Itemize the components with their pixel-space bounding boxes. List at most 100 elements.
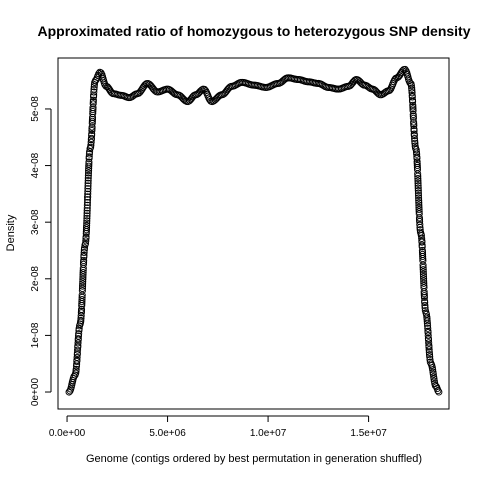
- data-point: [84, 171, 92, 179]
- data-point: [80, 256, 88, 264]
- data-point: [415, 206, 423, 214]
- data-point: [416, 223, 424, 231]
- y-tick-label: 3e-08: [30, 209, 41, 235]
- data-point: [85, 162, 93, 170]
- data-point: [75, 330, 83, 338]
- data-point: [79, 282, 87, 290]
- data-point: [419, 263, 427, 271]
- data-point: [409, 110, 417, 119]
- data-point: [73, 356, 81, 364]
- data-point: [83, 201, 91, 209]
- data-point: [78, 293, 86, 301]
- data-point: [425, 348, 433, 356]
- data-point: [424, 324, 432, 332]
- data-point: [81, 239, 90, 248]
- data-point: [415, 201, 423, 209]
- data-point: [412, 146, 420, 154]
- data-point: [87, 134, 95, 142]
- data-point: [89, 106, 97, 114]
- data-point: [409, 114, 417, 122]
- y-axis: 0e+00 1e-08 2e-08 3e-08 4e-08 5e-08: [30, 96, 52, 406]
- data-point: [80, 251, 88, 259]
- data-point: [418, 238, 426, 246]
- x-tick-label: 0.0e+00: [49, 428, 86, 439]
- data-point: [85, 150, 93, 158]
- data-point: [83, 217, 91, 225]
- data-point: [83, 198, 92, 207]
- y-tick-label: 1e-08: [30, 322, 41, 348]
- data-point: [421, 299, 429, 307]
- x-tick-label: 1.0e+07: [250, 428, 287, 439]
- data-point: [410, 122, 418, 130]
- data-point: [77, 316, 85, 325]
- data-point: [414, 182, 422, 190]
- data-point: [88, 130, 96, 138]
- data-point: [211, 96, 219, 104]
- data-point: [83, 221, 91, 230]
- y-tick-label: 4e-08: [30, 152, 41, 178]
- data-point: [83, 207, 91, 215]
- data-point: [83, 219, 91, 227]
- data-point: [82, 237, 90, 245]
- data-point: [78, 287, 86, 295]
- x-axis-label: Genome (contigs ordered by best permutat…: [86, 453, 422, 465]
- data-point: [413, 154, 421, 162]
- data-point: [82, 224, 91, 232]
- data-point: [413, 161, 421, 170]
- data-point: [75, 325, 83, 333]
- data-point: [414, 170, 422, 178]
- plot-frame: [57, 57, 450, 410]
- data-point: [419, 261, 427, 269]
- data-point: [415, 196, 423, 204]
- data-point: [419, 270, 427, 278]
- data-point: [79, 269, 87, 277]
- x-tick-label: 5.0e+06: [149, 428, 186, 439]
- data-point: [425, 351, 434, 359]
- data-point: [78, 284, 87, 292]
- data-point: [84, 179, 92, 187]
- data-point: [83, 214, 91, 222]
- data-point: [419, 268, 427, 276]
- data-point: [413, 150, 421, 158]
- data-point: [408, 93, 416, 101]
- data-point: [435, 388, 443, 396]
- data-point: [423, 315, 431, 323]
- data-point: [425, 343, 433, 351]
- data-point: [409, 107, 417, 115]
- data-point: [80, 244, 89, 252]
- data-point: [74, 339, 82, 347]
- data-point: [77, 305, 86, 313]
- data-point: [79, 275, 87, 283]
- data-point: [414, 177, 422, 185]
- data-point: [88, 117, 96, 125]
- data-point: [407, 82, 415, 90]
- data-point: [84, 169, 93, 177]
- data-point: [434, 387, 442, 395]
- data-point: [419, 257, 427, 265]
- data-point: [420, 275, 428, 283]
- data-point: [80, 248, 88, 256]
- data-point: [423, 319, 431, 327]
- data-point: [181, 97, 189, 105]
- data-point: [90, 85, 98, 93]
- data-point: [408, 86, 416, 94]
- data-point: [83, 204, 91, 212]
- data-point: [89, 104, 97, 112]
- data-point: [425, 346, 433, 354]
- data-point: [74, 332, 83, 340]
- data-point: [420, 293, 428, 302]
- data-point: [89, 107, 97, 116]
- data-point: [410, 134, 419, 143]
- data-point: [85, 158, 93, 166]
- data-point: [78, 295, 86, 304]
- data-point: [411, 139, 419, 147]
- data-point: [410, 127, 418, 135]
- y-axis-label: Density: [5, 214, 17, 251]
- data-point: [78, 291, 86, 299]
- data-point: [82, 233, 90, 241]
- data-point: [194, 90, 202, 98]
- data-point: [418, 234, 426, 242]
- y-tick-label: 5e-08: [30, 96, 41, 122]
- data-point: [425, 339, 433, 347]
